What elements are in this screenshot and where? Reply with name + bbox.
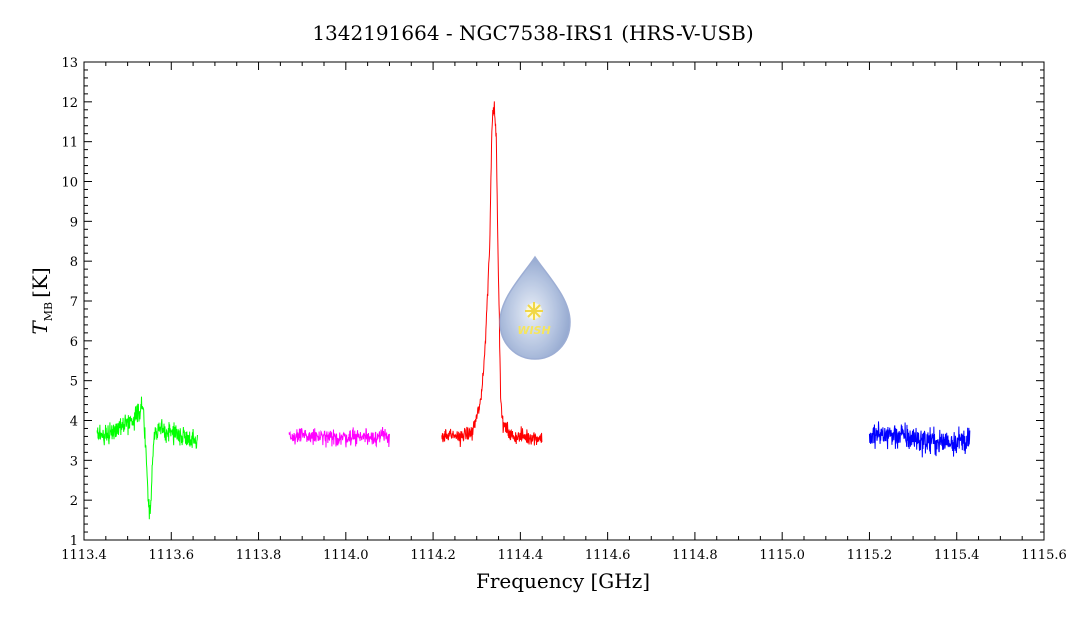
x-tick-label: 1113.8 [236, 548, 282, 563]
y-axis-label-unit: [K] [28, 267, 52, 298]
x-tick-label: 1114.0 [323, 548, 369, 563]
y-tick-label: 1 [70, 534, 78, 549]
axis-ticks: 1113.4 1113.6 1113.8 1114.0 1114.2 1114.4 1114… [61, 56, 1067, 563]
x-tick-label: 1115.2 [847, 548, 893, 563]
x-tick-label: 1115.6 [1021, 548, 1067, 563]
y-axis-label-subscript: MB [42, 302, 55, 321]
spectrum-series-2 [288, 427, 390, 448]
x-tick-label: 1113.4 [61, 548, 107, 563]
logo-text: WISH [517, 324, 550, 337]
y-tick-label: 2 [70, 494, 78, 509]
x-axis-label: Frequency [GHz] [476, 569, 650, 593]
y-tick-label: 11 [61, 136, 78, 151]
wish-logo: WISH [499, 255, 571, 360]
spectrum-series-4 [868, 421, 971, 458]
x-tick-label: 1115.4 [934, 548, 980, 563]
y-tick-label: 7 [70, 295, 78, 310]
y-tick-label: 3 [70, 454, 78, 469]
y-tick-label: 10 [61, 176, 78, 191]
x-tick-label: 1114.2 [410, 548, 456, 563]
y-tick-label: 4 [70, 415, 78, 430]
x-tick-label: 1114.6 [585, 548, 631, 563]
y-axis-label-symbol: T [28, 320, 52, 335]
x-tick-label: 1115.0 [759, 548, 805, 563]
y-tick-label: 8 [70, 255, 78, 270]
svg-text:TMB[K]: TMB [K] [28, 267, 55, 334]
star-icon [525, 302, 543, 320]
y-tick-label: 9 [70, 215, 78, 230]
x-tick-label: 1113.6 [149, 548, 195, 563]
spectrum-series-1 [96, 396, 198, 520]
x-tick-label: 1114.8 [672, 548, 718, 563]
spectrum-series-3 [441, 101, 543, 448]
series-group [96, 101, 971, 520]
y-tick-label: 6 [70, 335, 78, 350]
y-tick-label: 12 [61, 96, 78, 111]
chart-title: 1342191664 - NGC7538-IRS1 (HRS-V-USB) [312, 21, 753, 45]
y-tick-label: 13 [61, 56, 78, 71]
x-tick-label: 1114.4 [498, 548, 544, 563]
y-axis-label: TMB [K] [28, 267, 55, 334]
y-tick-label: 5 [70, 375, 78, 390]
